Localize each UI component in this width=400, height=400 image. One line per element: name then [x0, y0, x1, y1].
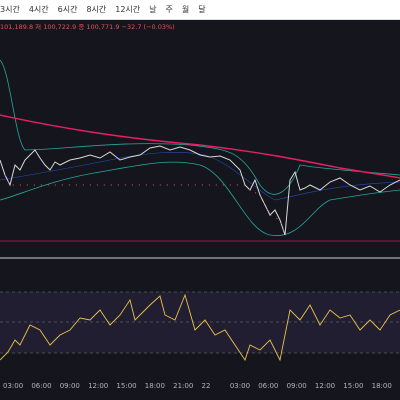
interval-button[interactable]: 8시간 — [86, 5, 107, 14]
toolbar: 3시간 4시간 6시간 8시간 12시간 날 주 월 달 — [0, 0, 400, 20]
time-label: 21:00 — [173, 382, 193, 390]
bollinger-lower — [0, 161, 400, 236]
interval-button[interactable]: 주 — [165, 5, 173, 14]
interval-button[interactable]: 4시간 — [28, 5, 49, 14]
bollinger-basis — [0, 151, 400, 201]
interval-button[interactable]: 달 — [198, 5, 206, 14]
time-label: 15:00 — [116, 382, 136, 390]
interval-button[interactable]: 날 — [149, 5, 157, 14]
ohlc-legend: 101,189.8 저 100,722.9 종 100,771.9 −32.7 … — [0, 23, 175, 31]
time-label: 06:00 — [258, 382, 278, 390]
time-label: 03:00 — [230, 382, 250, 390]
time-label: 03:00 — [3, 382, 23, 390]
interval-button[interactable]: 월 — [181, 5, 190, 14]
time-axis: 03:00 06:00 09:00 12:00 15:00 18:00 21:00 22 03:… — [3, 382, 392, 390]
time-label: 09:00 — [60, 382, 80, 390]
rsi-line — [0, 293, 400, 362]
price-candles — [0, 145, 400, 236]
bearish-candles — [4, 174, 286, 236]
interval-button[interactable]: 3시간 — [0, 5, 20, 14]
time-label: 12:00 — [315, 382, 335, 390]
time-label: 18:00 — [145, 382, 165, 390]
time-label: 09:00 — [287, 382, 307, 390]
time-label: 22 — [202, 382, 211, 390]
bollinger-upper — [0, 59, 400, 195]
interval-button[interactable]: 12시간 — [115, 5, 141, 14]
interval-button[interactable]: 6시간 — [57, 5, 78, 14]
time-label: 12:00 — [88, 382, 108, 390]
time-label: 18:00 — [372, 382, 392, 390]
moving-average — [0, 114, 400, 179]
rsi-band — [0, 292, 400, 353]
time-label: 06:00 — [31, 382, 51, 390]
time-label: 15:00 — [343, 382, 363, 390]
